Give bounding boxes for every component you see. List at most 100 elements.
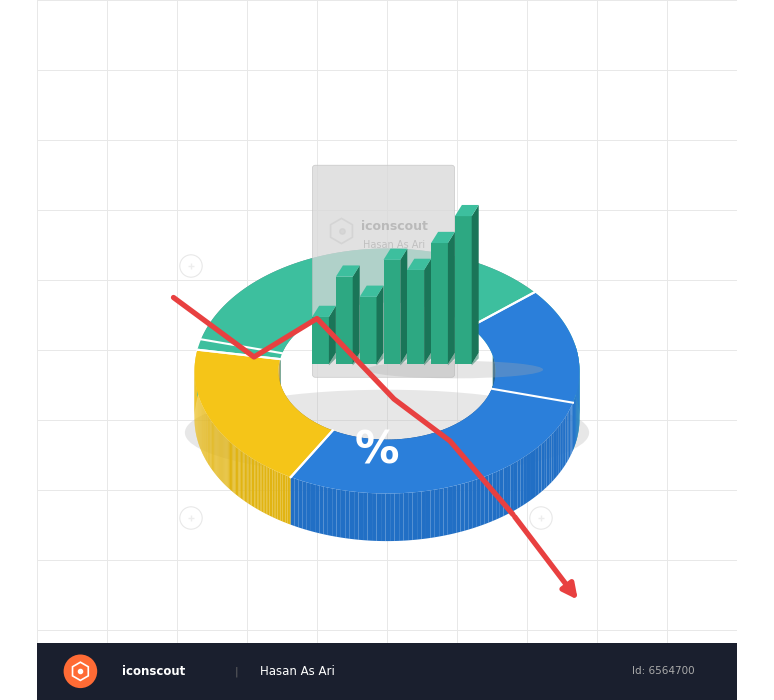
Polygon shape: [283, 474, 284, 522]
Polygon shape: [358, 438, 361, 473]
Polygon shape: [236, 447, 237, 496]
Polygon shape: [566, 414, 567, 464]
Polygon shape: [291, 477, 295, 526]
Polygon shape: [255, 460, 256, 508]
Polygon shape: [524, 455, 527, 505]
Polygon shape: [311, 484, 315, 532]
Polygon shape: [457, 423, 458, 459]
Polygon shape: [467, 416, 469, 453]
Polygon shape: [222, 435, 224, 483]
Polygon shape: [271, 469, 272, 517]
Polygon shape: [325, 428, 326, 463]
Polygon shape: [272, 470, 274, 518]
Polygon shape: [564, 416, 566, 467]
Polygon shape: [573, 400, 574, 450]
Polygon shape: [242, 452, 243, 500]
Polygon shape: [461, 421, 462, 457]
Polygon shape: [439, 488, 444, 536]
Polygon shape: [385, 494, 390, 541]
Polygon shape: [576, 346, 577, 398]
Polygon shape: [276, 471, 277, 519]
Polygon shape: [337, 432, 340, 468]
Polygon shape: [336, 276, 353, 364]
Polygon shape: [312, 421, 313, 457]
Polygon shape: [344, 434, 347, 470]
Polygon shape: [575, 395, 576, 445]
Polygon shape: [574, 396, 575, 447]
Polygon shape: [488, 473, 492, 523]
Polygon shape: [320, 426, 322, 461]
Polygon shape: [486, 398, 487, 435]
Polygon shape: [364, 438, 366, 474]
Polygon shape: [228, 440, 229, 489]
Text: |: |: [235, 666, 238, 676]
Polygon shape: [485, 475, 488, 524]
Polygon shape: [366, 438, 368, 475]
Polygon shape: [229, 441, 230, 489]
Polygon shape: [417, 491, 422, 540]
Polygon shape: [390, 494, 395, 541]
Polygon shape: [440, 430, 442, 467]
Polygon shape: [433, 433, 435, 469]
Polygon shape: [480, 405, 481, 442]
Polygon shape: [574, 398, 575, 448]
Polygon shape: [307, 482, 311, 531]
Polygon shape: [358, 492, 363, 540]
Polygon shape: [403, 493, 408, 540]
Polygon shape: [279, 473, 281, 521]
Polygon shape: [554, 430, 556, 480]
Polygon shape: [424, 259, 431, 364]
Polygon shape: [447, 428, 448, 464]
Polygon shape: [396, 439, 399, 475]
Polygon shape: [329, 306, 336, 364]
Polygon shape: [319, 424, 320, 461]
Polygon shape: [481, 477, 485, 526]
Polygon shape: [286, 475, 287, 524]
Polygon shape: [453, 425, 454, 461]
Polygon shape: [573, 400, 574, 451]
Polygon shape: [376, 353, 383, 365]
Polygon shape: [435, 432, 437, 468]
Polygon shape: [340, 433, 342, 469]
Polygon shape: [560, 422, 562, 472]
Polygon shape: [281, 473, 283, 522]
Polygon shape: [517, 459, 521, 509]
Polygon shape: [312, 317, 329, 364]
Polygon shape: [232, 444, 234, 492]
Polygon shape: [265, 466, 266, 514]
Polygon shape: [544, 440, 546, 489]
Polygon shape: [356, 437, 358, 473]
Polygon shape: [263, 465, 265, 513]
Polygon shape: [332, 489, 337, 537]
Polygon shape: [347, 435, 349, 471]
Text: iconscout: iconscout: [122, 665, 186, 678]
Polygon shape: [345, 491, 350, 539]
Polygon shape: [257, 461, 259, 510]
Polygon shape: [431, 433, 433, 470]
Polygon shape: [252, 458, 253, 507]
Polygon shape: [395, 494, 399, 541]
Ellipse shape: [185, 390, 589, 475]
Polygon shape: [430, 490, 435, 538]
Polygon shape: [458, 421, 461, 458]
Polygon shape: [239, 449, 241, 498]
Polygon shape: [377, 494, 381, 541]
Polygon shape: [336, 265, 360, 276]
Polygon shape: [376, 439, 378, 475]
Polygon shape: [550, 435, 552, 484]
Polygon shape: [354, 436, 356, 473]
Polygon shape: [234, 444, 235, 493]
Polygon shape: [450, 426, 453, 462]
Polygon shape: [457, 484, 461, 533]
Polygon shape: [552, 432, 554, 482]
Polygon shape: [407, 259, 431, 270]
Polygon shape: [213, 424, 214, 472]
Polygon shape: [349, 435, 351, 472]
Polygon shape: [416, 437, 419, 473]
Polygon shape: [287, 476, 289, 524]
Polygon shape: [461, 483, 464, 532]
Polygon shape: [299, 480, 303, 528]
Polygon shape: [322, 426, 323, 462]
Polygon shape: [351, 436, 354, 472]
Polygon shape: [248, 456, 250, 505]
